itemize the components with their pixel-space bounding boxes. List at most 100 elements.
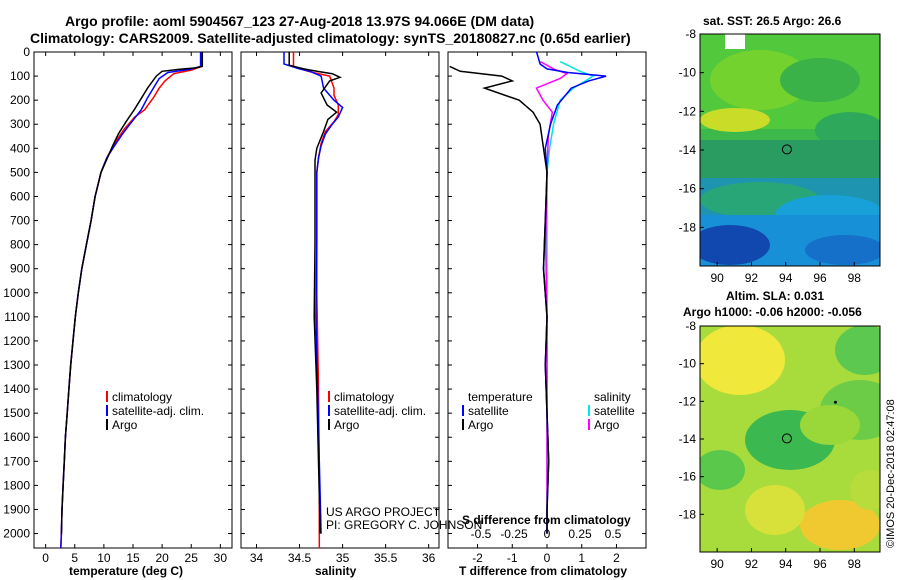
temperature-xtick-label: 25 bbox=[185, 551, 199, 565]
depth-tick-label: 1900 bbox=[3, 502, 30, 516]
legend-swatch-t-argo bbox=[462, 419, 464, 430]
salinity-xtick-label: 35.5 bbox=[374, 551, 398, 565]
legend-swatch-climatology bbox=[106, 391, 108, 402]
sla-map-ticks: 90 92 94 96 98 -8 -10 -12 -14 -16 -18 bbox=[679, 319, 862, 571]
sst-map-lat-label: -14 bbox=[679, 143, 697, 157]
sst-map-lon-label: 90 bbox=[710, 271, 724, 285]
depth-tick-label: 600 bbox=[10, 189, 30, 203]
depth-axis-labels: 0 100 200 300 400 500 600 700 800 900 1000 1100 1200… bbox=[3, 45, 30, 541]
legend-label-s-satellite: satellite bbox=[594, 404, 635, 418]
salinity-legend: climatology satellite-adj. clim. Argo bbox=[328, 390, 426, 432]
t-diff-xtick-label: -2 bbox=[472, 551, 483, 565]
sst-map-title: sat. SST: 26.5 Argo: 26.6 bbox=[703, 14, 842, 28]
legend-label-argo: Argo bbox=[334, 418, 360, 432]
depth-tick-label: 400 bbox=[10, 141, 30, 155]
sla-map-lon-label: 90 bbox=[710, 557, 724, 571]
s-diff-xtick-label: 0 bbox=[544, 527, 551, 541]
legend-title-temperature: temperature bbox=[468, 390, 533, 404]
sst-map-lon-label: 92 bbox=[745, 271, 759, 285]
legend-swatch-satellite bbox=[106, 405, 108, 416]
legend-swatch-s-argo bbox=[588, 419, 590, 430]
salinity-xtick-label: 35 bbox=[336, 551, 350, 565]
salinity-xtick-label: 34 bbox=[250, 551, 264, 565]
salinity-xlabel: salinity bbox=[315, 564, 357, 578]
sla-map-title: Altim. SLA: 0.031 bbox=[726, 289, 824, 303]
temperature-xlabel: temperature (deg C) bbox=[69, 564, 183, 578]
sla-map-lon-label: 98 bbox=[848, 557, 862, 571]
t-diff-xtick-label: 2 bbox=[613, 551, 620, 565]
depth-tick-label: 900 bbox=[10, 262, 30, 276]
legend-swatch-climatology bbox=[328, 391, 330, 402]
sst-map-ticks: 90 92 94 96 98 -8 -10 -12 -14 -16 -18 bbox=[679, 27, 862, 285]
sst-map-lon-label: 94 bbox=[779, 271, 793, 285]
temperature-xtick-label: 10 bbox=[97, 551, 111, 565]
s-diff-xtick-label: 0.5 bbox=[605, 527, 622, 541]
sla-map-lat-label: -8 bbox=[685, 319, 696, 333]
legend-label-s-argo: Argo bbox=[594, 418, 620, 432]
temperature-legend: climatology satellite-adj. clim. Argo bbox=[106, 390, 204, 432]
s-diff-xtick-label: -0.5 bbox=[471, 527, 492, 541]
sst-map-lon-label: 98 bbox=[848, 271, 862, 285]
legend-label-climatology: climatology bbox=[112, 390, 172, 404]
difference-ticks: -2 -1 0 1 2 -0.5 -0.25 0 0.25 0.5 bbox=[448, 51, 646, 565]
legend-label-satellite: satellite-adj. clim. bbox=[112, 404, 204, 418]
depth-tick-label: 1700 bbox=[3, 454, 30, 468]
temperature-xtick-label: 5 bbox=[71, 551, 78, 565]
depth-tick-label: 1600 bbox=[3, 430, 30, 444]
depth-tick-label: 800 bbox=[10, 238, 30, 252]
salinity-ticks: 34 34.5 35 35.5 36 bbox=[241, 51, 439, 565]
legend-label-climatology: climatology bbox=[334, 390, 394, 404]
sla-map-lat-label: -10 bbox=[679, 357, 697, 371]
legend-swatch-argo bbox=[106, 419, 108, 430]
legend-swatch-s-satellite bbox=[588, 405, 590, 416]
temperature-xtick-label: 30 bbox=[214, 551, 228, 565]
salinity-argo-line bbox=[288, 52, 342, 534]
sst-map-lat-label: -8 bbox=[685, 27, 696, 41]
sla-point-marker bbox=[833, 400, 837, 404]
depth-tick-label: 2000 bbox=[3, 527, 30, 541]
imos-watermark: ©IMOS 20-Dec-2018 02:47:08 bbox=[885, 399, 897, 548]
temperature-xtick-label: 20 bbox=[155, 551, 169, 565]
sst-map-lat-label: -10 bbox=[679, 66, 697, 80]
sla-map-subtitle: Argo h1000: -0.06 h2000: -0.056 bbox=[683, 305, 862, 319]
depth-tick-label: 1000 bbox=[3, 286, 30, 300]
legend-label-satellite: satellite-adj. clim. bbox=[334, 404, 426, 418]
temperature-satellite-line bbox=[60, 52, 202, 548]
legend-swatch-t-satellite bbox=[462, 405, 464, 416]
salinity-panel-frame bbox=[240, 51, 440, 549]
depth-tick-label: 1800 bbox=[3, 478, 30, 492]
legend-label-t-satellite: satellite bbox=[468, 404, 509, 418]
s-diff-xtick-label: -0.25 bbox=[500, 527, 528, 541]
sla-map-lat-label: -12 bbox=[679, 394, 697, 408]
header-line2: Climatology: CARS2009. Satellite-adjuste… bbox=[30, 30, 631, 46]
sla-map-lon-label: 92 bbox=[745, 557, 759, 571]
legend-label-t-argo: Argo bbox=[468, 418, 494, 432]
depth-tick-label: 1400 bbox=[3, 382, 30, 396]
salinity-xtick-label: 34.5 bbox=[288, 551, 312, 565]
legend-title-salinity: salinity bbox=[594, 390, 631, 404]
temperature-xtick-label: 15 bbox=[126, 551, 140, 565]
sst-map-lat-label: -18 bbox=[679, 220, 697, 234]
sla-map-lon-label: 94 bbox=[779, 557, 793, 571]
t-diff-xtick-label: -1 bbox=[507, 551, 518, 565]
depth-tick-label: 300 bbox=[10, 117, 30, 131]
temperature-xtick-label: 0 bbox=[42, 551, 49, 565]
sla-map-field bbox=[700, 326, 880, 552]
t-diff-xtick-label: 1 bbox=[578, 551, 585, 565]
sla-map-lat-label: -16 bbox=[679, 470, 697, 484]
argo-location-marker bbox=[781, 433, 792, 444]
depth-tick-label: 1500 bbox=[3, 406, 30, 420]
depth-tick-label: 200 bbox=[10, 93, 30, 107]
temperature-argo-line bbox=[60, 52, 204, 534]
depth-tick-label: 1200 bbox=[3, 334, 30, 348]
depth-tick-label: 0 bbox=[23, 45, 30, 59]
depth-tick-label: 1100 bbox=[4, 310, 30, 324]
pi-text: PI: GREGORY C. JOHNSON bbox=[326, 518, 482, 532]
s-diff-xtick-label: 0.25 bbox=[568, 527, 592, 541]
legend-swatch-argo bbox=[328, 419, 330, 430]
temperature-ticks: 0 5 10 15 20 25 30 bbox=[34, 51, 232, 565]
project-text: US ARGO PROJECT bbox=[326, 505, 441, 519]
sla-map-lon-label: 96 bbox=[813, 557, 827, 571]
s-diff-satellite-line bbox=[546, 60, 595, 534]
